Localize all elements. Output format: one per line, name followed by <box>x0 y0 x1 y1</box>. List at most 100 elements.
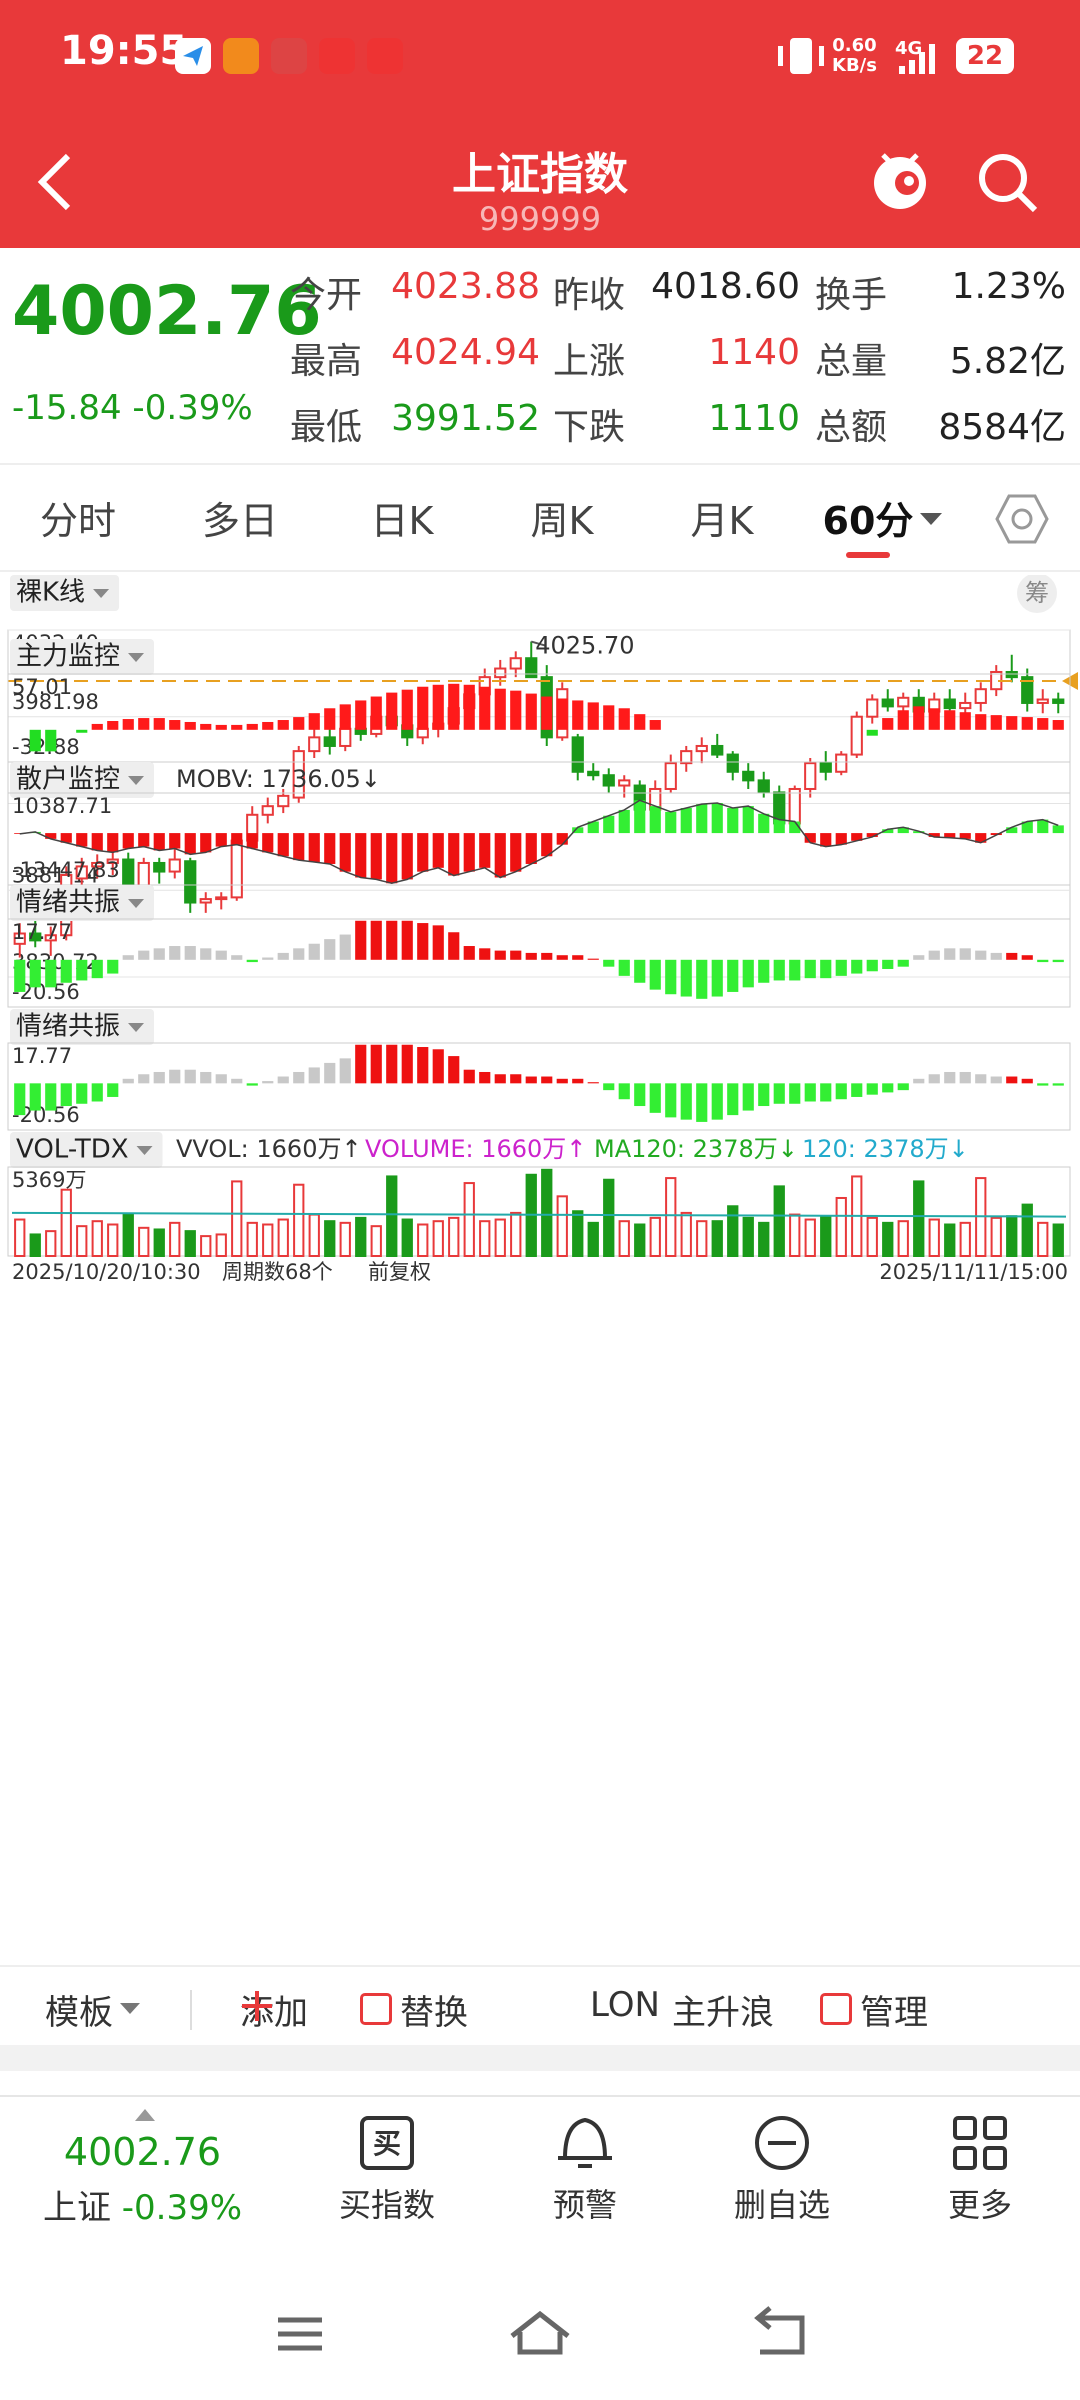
indicator-bar <box>370 1044 382 1084</box>
candle-body <box>1005 670 1018 679</box>
indicator-bar <box>556 1078 568 1084</box>
indicator-bar <box>231 833 243 845</box>
chip-button-bg[interactable] <box>1017 575 1057 613</box>
indicator-bar <box>665 1083 677 1118</box>
candle-body <box>122 858 135 890</box>
indicator-bar <box>634 800 646 834</box>
toolbar-item[interactable]: 添加 <box>240 1993 308 2033</box>
indicator-bar <box>572 700 584 730</box>
volume-bar <box>401 1218 413 1257</box>
indicator-bar <box>975 1074 987 1084</box>
indicator-bar <box>1021 955 1033 960</box>
volume-bar <box>231 1180 243 1257</box>
candle-body <box>587 770 600 777</box>
candle-body <box>509 657 522 670</box>
volume-bar <box>169 1221 181 1258</box>
indicator-bar <box>494 688 506 730</box>
indicator-bar <box>494 1074 506 1084</box>
status-time: 19:55 <box>60 28 188 74</box>
volume-bar <box>122 1213 134 1258</box>
candle-body <box>137 861 150 889</box>
volume-bar <box>60 1188 72 1257</box>
indicator-bar <box>448 932 460 960</box>
nav-item[interactable]: 更多 <box>947 2186 1012 2224</box>
nav-item[interactable]: 预警 <box>552 2186 617 2224</box>
stat-value: 3991.52 <box>391 398 540 439</box>
stat-label: 总量 <box>815 341 888 382</box>
volume-bar <box>556 1195 568 1258</box>
indicator-bar <box>913 1078 925 1084</box>
nav-item[interactable]: 买指数 <box>338 2186 435 2224</box>
candle-body <box>525 657 538 679</box>
footer-periods: 周期数68个 <box>222 1260 333 1284</box>
indicator-bar <box>200 948 212 960</box>
indicator-bar <box>789 959 801 981</box>
panel-label-group: 散户监控 <box>10 762 155 798</box>
indicator-bar <box>215 1074 227 1084</box>
chip-button[interactable]: 筹 <box>1025 579 1049 607</box>
indicator-bar <box>820 959 832 979</box>
volume-bar <box>45 1230 57 1257</box>
indicator-bar <box>541 696 553 730</box>
manage-icon <box>820 1993 852 2025</box>
indicator-bar <box>60 959 72 983</box>
indicator-bar <box>184 946 196 960</box>
indicator-bar <box>169 946 181 960</box>
panel-border <box>7 918 1071 1008</box>
indicator-bar <box>479 686 491 730</box>
indicator-bar <box>928 833 940 837</box>
indicator-bar <box>603 815 615 834</box>
robot-icon[interactable] <box>865 145 935 215</box>
panel-border <box>7 673 1071 763</box>
tab[interactable]: 日K <box>370 499 434 543</box>
search-button[interactable] <box>975 150 1041 216</box>
toolbar-item[interactable]: 替换 <box>400 1993 468 2033</box>
indicator-bar <box>324 939 336 960</box>
volume-bar <box>386 1175 398 1258</box>
toolbar-item[interactable]: LON <box>590 1985 660 2025</box>
indicator-bar <box>184 833 196 855</box>
candle-body <box>261 805 274 816</box>
back-button[interactable] <box>30 150 80 214</box>
y-tick-label: 17.77 <box>12 1044 72 1068</box>
tab[interactable]: 60分 <box>822 499 914 543</box>
panel-label: 情绪共振 <box>16 888 120 918</box>
settings-button[interactable] <box>995 492 1049 546</box>
tab[interactable]: 月K <box>690 499 754 543</box>
nav-item[interactable]: 删自选 <box>733 2186 830 2224</box>
toolbar-item[interactable]: 管理 <box>860 1993 928 2033</box>
toolbar-item[interactable]: 主升浪 <box>672 1993 774 2033</box>
candle-body <box>184 860 197 904</box>
toolbar-item[interactable]: 模板 <box>45 1993 113 2033</box>
indicator-bar <box>727 1083 739 1116</box>
indicator-bar <box>370 920 382 960</box>
y-tick-label: 5369万 <box>12 1168 86 1192</box>
indicator-bar <box>975 833 987 843</box>
volume-bar <box>370 1225 382 1258</box>
indicator-bar <box>882 1083 894 1093</box>
indicator-bar <box>231 955 243 960</box>
y-tick-label: 17.77 <box>12 920 72 944</box>
panel-label-bg <box>10 762 155 798</box>
indicator-bar <box>262 721 274 730</box>
nav-change[interactable]: 上证 -0.39% <box>30 2180 255 2229</box>
candle-body <box>13 932 26 945</box>
indicator-bar <box>959 1071 971 1084</box>
tab[interactable]: 周K <box>530 499 594 543</box>
volume-bar <box>789 1213 801 1258</box>
candle-body <box>215 896 228 901</box>
divider <box>0 2095 1080 2097</box>
volume-bar <box>541 1168 553 1257</box>
tab[interactable]: 分时 <box>39 499 116 543</box>
net-speed-unit: KB/s <box>832 55 877 76</box>
indicator-bar <box>587 1082 599 1084</box>
footer-end: 2025/11/11/15:00 <box>879 1260 1068 1284</box>
indicator-bar <box>262 1081 274 1084</box>
indicator-bar <box>758 813 770 834</box>
indicator-bar <box>696 1083 708 1122</box>
indicator-bar <box>14 1083 26 1116</box>
indicator-bar <box>246 959 258 963</box>
quote-price: 4002.76 <box>12 272 322 351</box>
tab[interactable]: 多日 <box>201 499 278 543</box>
indicator-bar <box>1021 821 1033 834</box>
